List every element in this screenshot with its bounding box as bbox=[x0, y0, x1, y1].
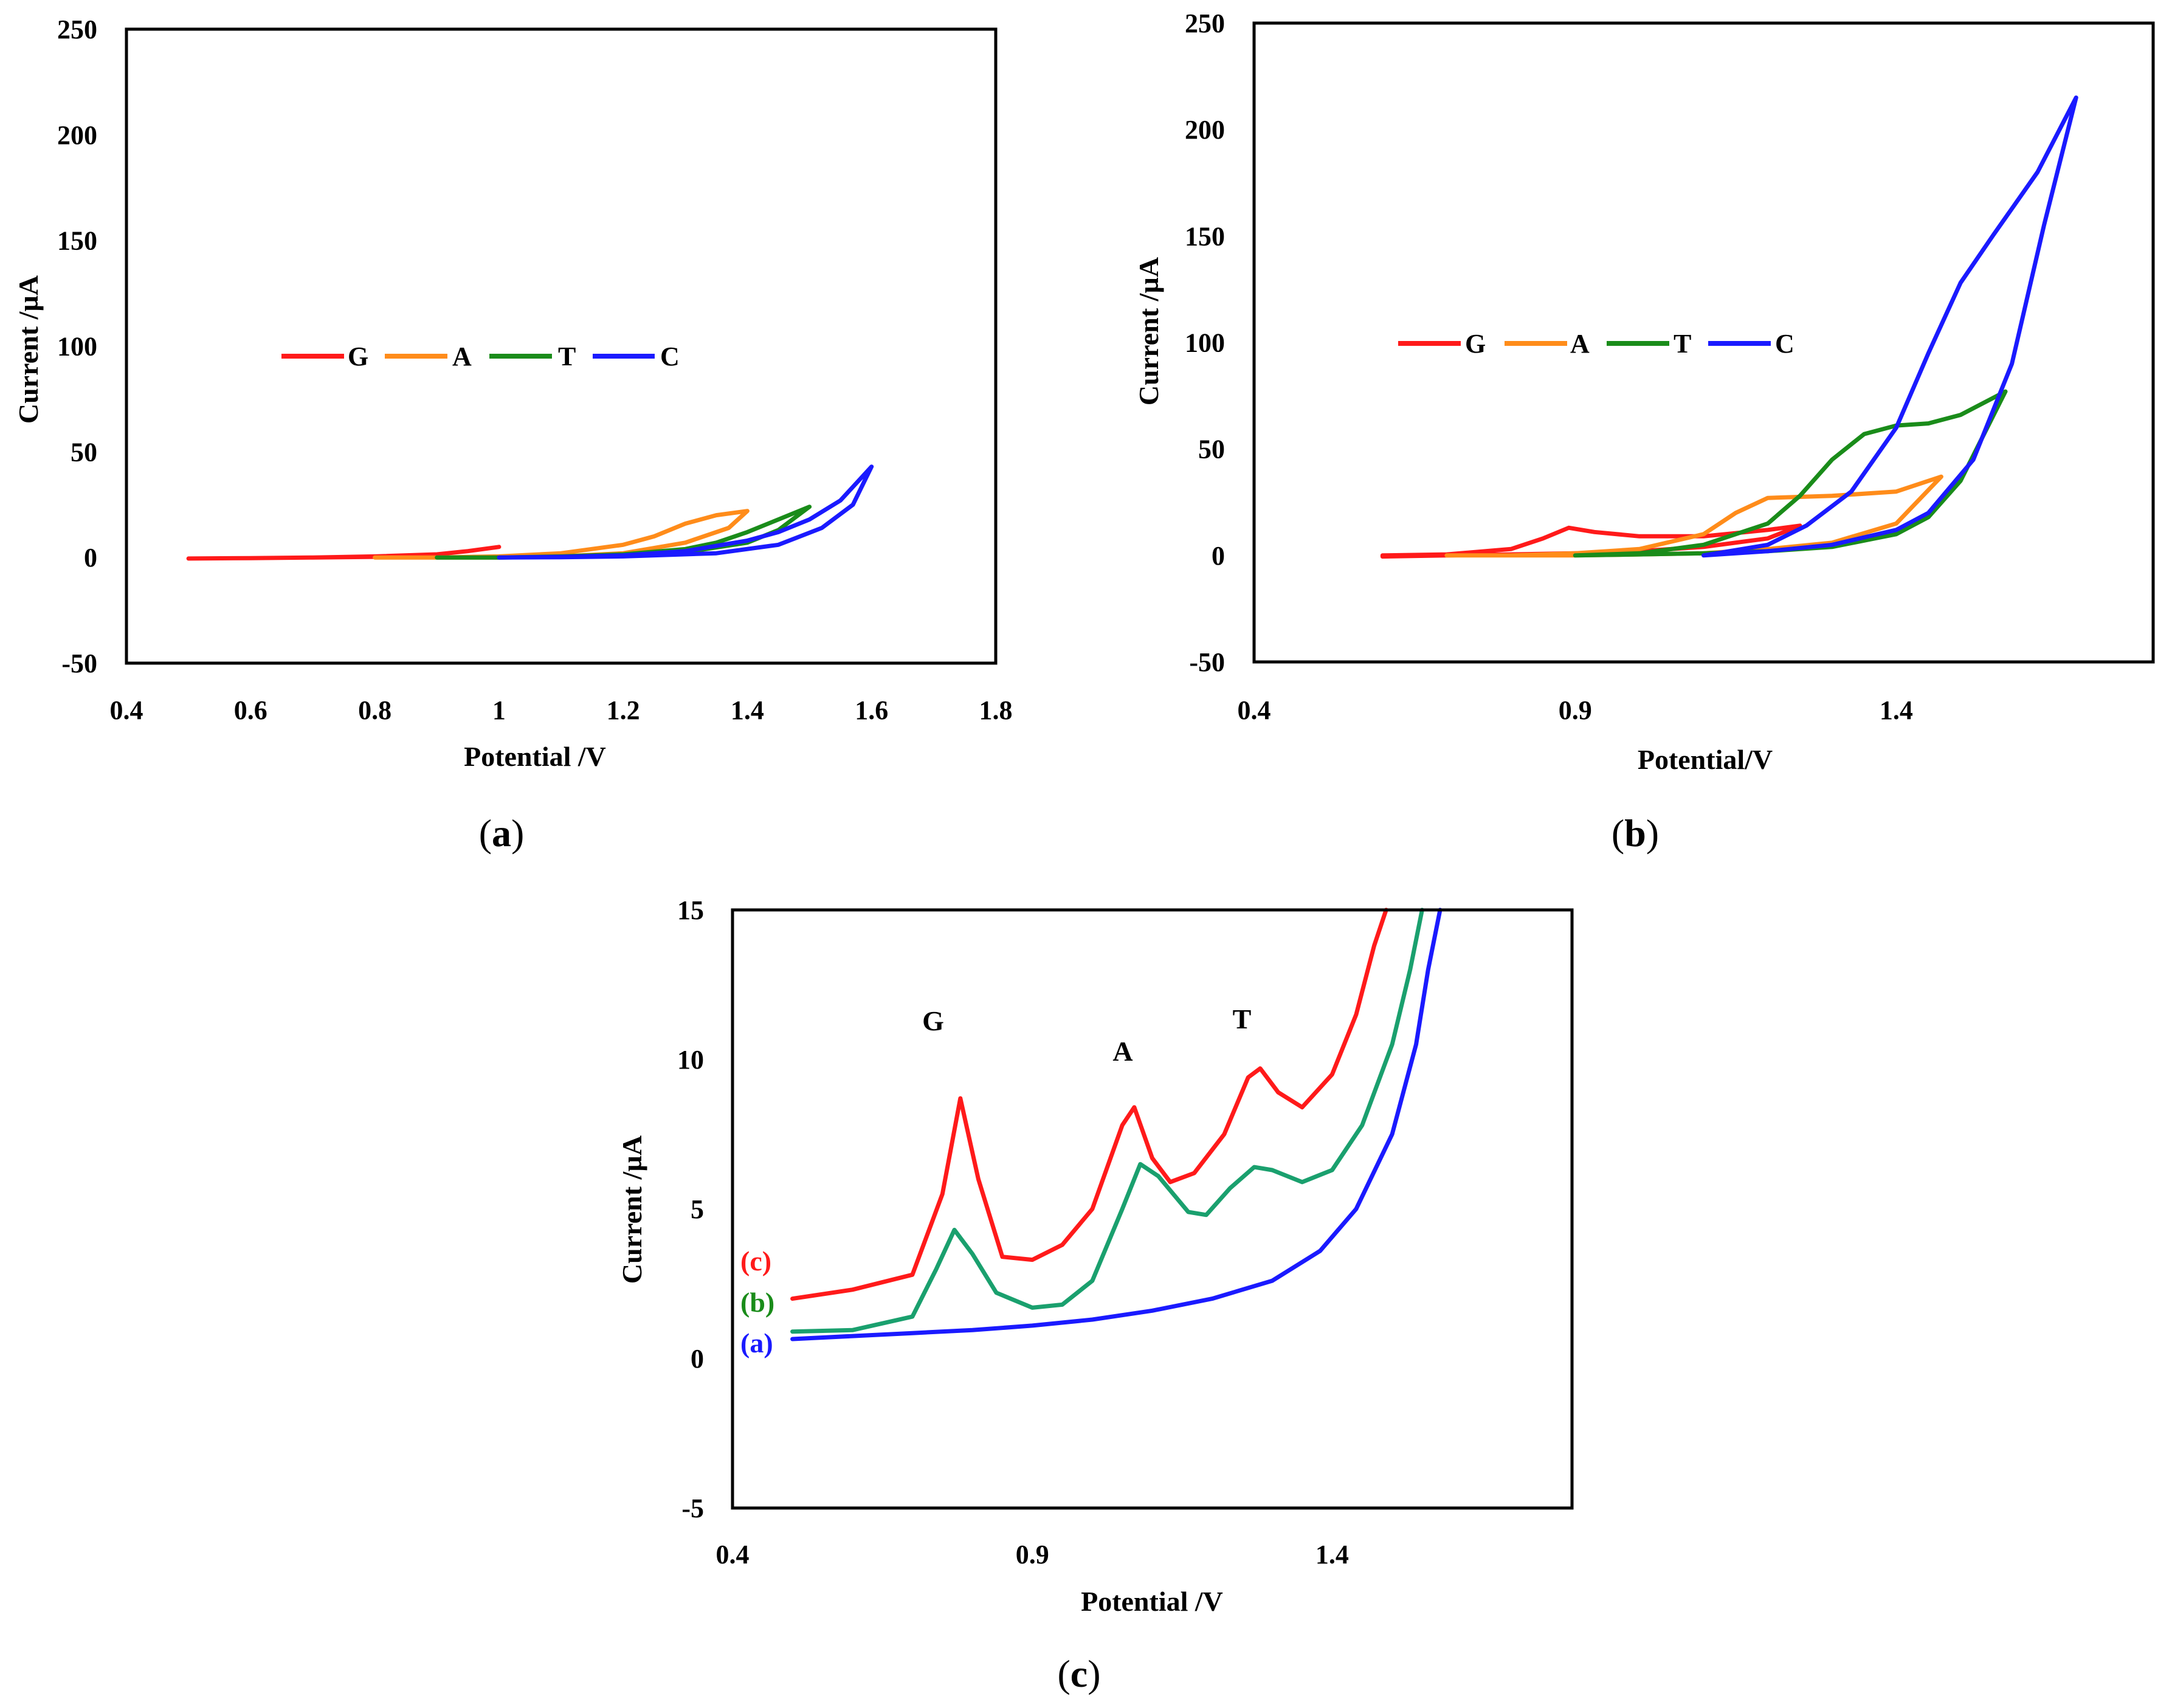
panel-b-legend-label-t: T bbox=[1674, 329, 1691, 359]
panel-a-x-axis-label: Potential /V bbox=[464, 741, 606, 772]
panel-c-curve-label-c: (c) bbox=[740, 1245, 771, 1276]
panel-c-curve-label-b: (b) bbox=[740, 1287, 774, 1318]
panel-a-x-tick-label: 0.4 bbox=[110, 695, 143, 725]
panel-a-chart: 250 200 150 100 50 0 -50 0.4 0.6 0.8 1 1.2 1.4 1.6 1.… bbox=[13, 15, 1013, 855]
panel-b-legend-label-c: C bbox=[1775, 329, 1794, 359]
panel-b-y-tick-label: 0 bbox=[1212, 541, 1225, 571]
panel-b-y-tick-label: 200 bbox=[1185, 115, 1225, 145]
panel-c-x-tick-label: 0.9 bbox=[1016, 1540, 1049, 1569]
panel-b-y-axis-label: Current /µA bbox=[1133, 257, 1164, 405]
panel-b-legend-label-g: G bbox=[1465, 329, 1486, 359]
panel-b-caption: (b) bbox=[1612, 811, 1659, 855]
panel-b-x-tick-label: 1.4 bbox=[1880, 695, 1913, 725]
panel-a-legend: G A T C bbox=[281, 342, 680, 371]
panel-b-legend: G A T C bbox=[1398, 329, 1794, 359]
panel-b-legend-label-a: A bbox=[1570, 329, 1590, 359]
panel-c-y-tick-label: 5 bbox=[691, 1194, 704, 1224]
panel-b-series-c bbox=[1701, 95, 2078, 558]
panel-a-x-tick-label: 0.6 bbox=[234, 695, 267, 725]
panel-a-plot-frame bbox=[125, 27, 998, 665]
panel-a-y-ticks: 250 200 150 100 50 0 -50 bbox=[57, 15, 97, 678]
panel-a-y-tick-label: 250 bbox=[57, 15, 97, 44]
panel-c-x-tick-label: 0.4 bbox=[716, 1540, 750, 1569]
panel-b-chart: 250 200 150 100 50 0 -50 0.4 0.9 1.4 Potential/V… bbox=[1133, 9, 2155, 855]
panel-a-y-axis-label: Current /µA bbox=[13, 275, 44, 424]
panel-a-legend-label-c: C bbox=[660, 342, 680, 371]
panel-a-y-tick-label: 100 bbox=[57, 332, 97, 362]
panel-c-y-tick-label: 10 bbox=[677, 1045, 704, 1075]
panel-a-x-tick-label: 0.8 bbox=[358, 695, 391, 725]
panel-c-series-b bbox=[790, 907, 1424, 1334]
panel-a-x-tick-label: 1.4 bbox=[731, 695, 764, 725]
panel-c-peak-label-g: G bbox=[922, 1005, 944, 1036]
panel-b-x-tick-label: 0.9 bbox=[1559, 695, 1592, 725]
panel-c-series-a bbox=[790, 907, 1443, 1341]
panel-a-series-group bbox=[186, 464, 874, 561]
panel-b-x-tick-label: 0.4 bbox=[1238, 695, 1271, 725]
panel-b-x-axis-label: Potential/V bbox=[1638, 744, 1773, 775]
panel-c-caption: (c) bbox=[1057, 1652, 1100, 1695]
panel-b-y-tick-label: -50 bbox=[1189, 647, 1225, 677]
panel-a-y-tick-label: 0 bbox=[84, 543, 97, 573]
panel-c-y-ticks: 15 10 5 0 -5 bbox=[677, 895, 704, 1523]
panel-c-series-c bbox=[790, 907, 1388, 1301]
panel-a-y-tick-label: 150 bbox=[57, 226, 97, 256]
panel-c-y-axis-label: Current /µA bbox=[616, 1135, 647, 1284]
panel-c-y-tick-label: 0 bbox=[691, 1344, 704, 1374]
panel-c-chart: 15 10 5 0 -5 0.4 0.9 1.4 Potential /V Current … bbox=[616, 895, 1574, 1695]
panel-c-x-axis-label: Potential /V bbox=[1081, 1586, 1223, 1617]
panel-a-x-tick-label: 1 bbox=[492, 695, 506, 725]
panel-a-x-tick-label: 1.6 bbox=[855, 695, 888, 725]
panel-a-y-tick-label: 200 bbox=[57, 120, 97, 150]
panel-a-series-c bbox=[497, 464, 874, 560]
panel-c-x-tick-label: 1.4 bbox=[1315, 1540, 1349, 1569]
panel-a-series-g bbox=[186, 545, 502, 561]
panel-c-series-group bbox=[790, 907, 1443, 1341]
panel-b-y-ticks: 250 200 150 100 50 0 -50 bbox=[1185, 9, 1225, 677]
panel-c-y-tick-label: -5 bbox=[681, 1493, 704, 1523]
panel-c-plot-frame bbox=[731, 908, 1574, 1510]
panel-a-legend-label-g: G bbox=[348, 342, 368, 371]
panel-a-x-tick-label: 1.8 bbox=[979, 695, 1013, 725]
panel-c-y-tick-label: 15 bbox=[677, 895, 704, 925]
panel-b-plot-frame bbox=[1252, 21, 2155, 664]
panel-a-x-ticks: 0.4 0.6 0.8 1 1.2 1.4 1.6 1.8 bbox=[110, 695, 1013, 725]
panel-a-y-tick-label: -50 bbox=[61, 649, 97, 678]
panel-c-curve-label-a: (a) bbox=[740, 1327, 773, 1358]
panel-b-y-tick-label: 50 bbox=[1198, 435, 1225, 464]
panel-b-series-group bbox=[1380, 95, 2078, 559]
panel-a-caption: (a) bbox=[479, 811, 525, 855]
panel-a-y-tick-label: 50 bbox=[71, 437, 97, 467]
panel-c-peak-label-a: A bbox=[1112, 1036, 1133, 1067]
panel-b-y-tick-label: 100 bbox=[1185, 328, 1225, 358]
panel-b-y-tick-label: 150 bbox=[1185, 221, 1225, 251]
panel-b-y-tick-label: 250 bbox=[1185, 9, 1225, 38]
panel-c-x-ticks: 0.4 0.9 1.4 bbox=[716, 1540, 1349, 1569]
panel-a-legend-label-t: T bbox=[558, 342, 576, 371]
panel-c-peak-label-t: T bbox=[1233, 1004, 1252, 1035]
panel-a-legend-label-a: A bbox=[452, 342, 472, 371]
panel-b-x-ticks: 0.4 0.9 1.4 bbox=[1238, 695, 1913, 725]
panel-a-x-tick-label: 1.2 bbox=[607, 695, 640, 725]
